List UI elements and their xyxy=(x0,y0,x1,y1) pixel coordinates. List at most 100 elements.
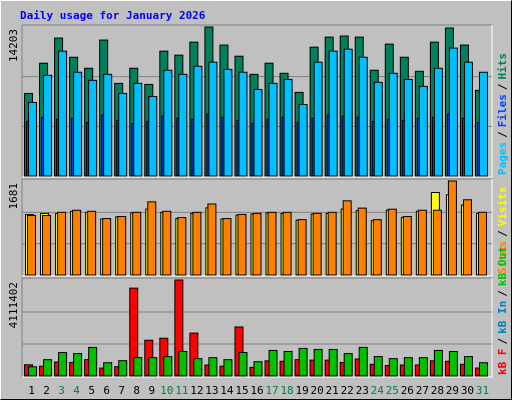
legend-entry: Visits xyxy=(496,187,509,227)
bar xyxy=(73,353,83,377)
bar xyxy=(447,180,457,276)
chart-title: Daily usage for January 2026 xyxy=(20,9,206,22)
x-tick-label: 29 xyxy=(446,384,459,397)
bar xyxy=(268,349,278,377)
x-tick-label: 5 xyxy=(88,384,95,397)
bar xyxy=(327,211,337,276)
bar xyxy=(87,210,97,276)
x-tick-label: 15 xyxy=(235,384,248,397)
legend: kB F / kB In / kB Out xyxy=(496,246,509,375)
legend-separator: / xyxy=(496,131,509,138)
legend-entry: Sites xyxy=(496,241,509,274)
bar xyxy=(42,214,52,276)
bar xyxy=(373,81,383,177)
legend-entry: Pages xyxy=(496,142,509,175)
bar xyxy=(43,359,53,377)
bar xyxy=(162,210,172,276)
bar xyxy=(328,50,338,177)
bar xyxy=(343,353,353,377)
bar xyxy=(388,358,398,377)
bar xyxy=(103,73,113,177)
x-tick-label: 10 xyxy=(160,384,173,397)
bar xyxy=(208,357,218,377)
x-tick-label: 8 xyxy=(133,384,140,397)
x-tick-label: 23 xyxy=(356,384,369,397)
bar xyxy=(192,211,202,276)
bar xyxy=(433,349,443,377)
bar xyxy=(133,82,143,177)
bar xyxy=(358,56,368,177)
bar xyxy=(432,209,442,276)
bar xyxy=(27,214,37,276)
bar xyxy=(118,92,128,177)
bar xyxy=(298,104,308,177)
x-tick-label: 11 xyxy=(175,384,188,397)
x-tick-label: 30 xyxy=(461,384,474,397)
bar xyxy=(132,211,142,276)
x-tick-label: 27 xyxy=(416,384,429,397)
x-tick-label: 4 xyxy=(73,384,80,397)
bar xyxy=(402,216,412,276)
bar xyxy=(463,61,473,177)
x-tick-label: 7 xyxy=(118,384,125,397)
bar xyxy=(328,348,338,377)
bar xyxy=(357,207,367,276)
bar xyxy=(117,216,127,276)
bar xyxy=(478,362,488,377)
bar xyxy=(358,346,368,377)
bar xyxy=(237,213,247,276)
bar xyxy=(193,358,203,377)
bar xyxy=(28,366,38,377)
x-tick-label: 21 xyxy=(326,384,339,397)
bar xyxy=(222,218,232,276)
x-tick-label: 31 xyxy=(476,384,489,397)
panel-edge xyxy=(22,278,493,378)
bar xyxy=(403,78,413,177)
bar xyxy=(133,357,143,377)
x-tick-label: 13 xyxy=(205,384,218,397)
bar xyxy=(28,101,38,177)
bar xyxy=(417,209,427,276)
legend-separator: / xyxy=(496,83,509,90)
bar xyxy=(252,212,262,276)
legend-entry: Hits xyxy=(496,53,509,80)
bar xyxy=(372,219,382,276)
bar xyxy=(268,82,278,177)
legend-entry: Files xyxy=(496,94,509,127)
x-tick-label: 19 xyxy=(295,384,308,397)
x-tick-label: 3 xyxy=(58,384,65,397)
bar xyxy=(283,350,293,377)
bar xyxy=(448,47,458,177)
x-tick-label: 25 xyxy=(386,384,399,397)
legend-separator: / xyxy=(496,230,509,237)
x-tick-label: 17 xyxy=(265,384,278,397)
x-tick-label: 2 xyxy=(43,384,50,397)
bar xyxy=(147,201,157,276)
bar xyxy=(118,360,128,377)
x-tick-label: 18 xyxy=(280,384,293,397)
x-tick-label: 12 xyxy=(190,384,203,397)
bar xyxy=(462,199,472,276)
x-tick-label: 16 xyxy=(250,384,263,397)
bar xyxy=(223,359,233,377)
bar xyxy=(58,50,68,177)
bar xyxy=(448,350,458,377)
bar xyxy=(433,67,443,177)
bar xyxy=(478,71,488,177)
bar xyxy=(463,356,473,377)
bar xyxy=(312,212,322,276)
bar xyxy=(148,357,158,377)
panel-edge xyxy=(22,179,493,277)
bar xyxy=(148,95,158,177)
bar xyxy=(73,71,83,177)
panel-edge xyxy=(22,25,493,178)
bar xyxy=(103,362,113,377)
bar xyxy=(253,361,263,377)
bar xyxy=(238,352,248,377)
legend-entry: kB Out xyxy=(496,246,509,286)
bar xyxy=(313,61,323,177)
bar xyxy=(193,65,203,177)
